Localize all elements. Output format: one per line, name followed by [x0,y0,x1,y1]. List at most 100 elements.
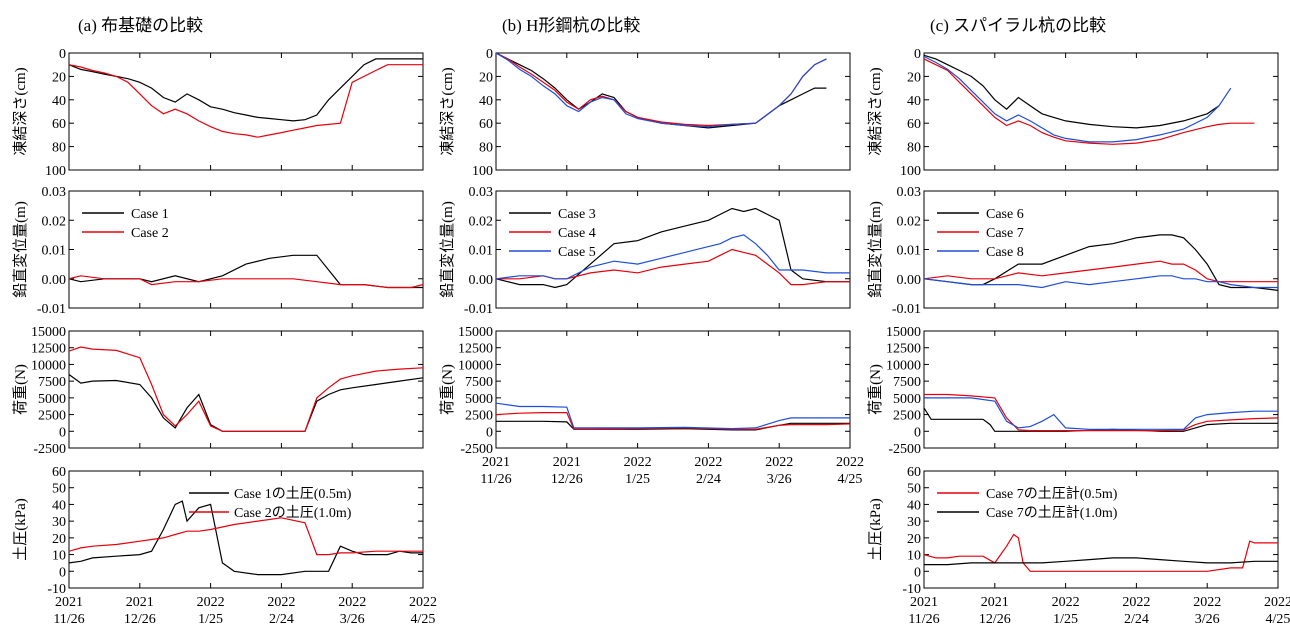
y-tick-label: 0 [914,425,921,440]
y-tick-label: 10 [52,549,66,564]
plot-frame [68,52,424,171]
y-tick-label: 0.02 [469,214,494,229]
y-tick-label: 7500 [893,375,921,390]
series-line [69,275,423,289]
y-tick-label: 30 [52,515,66,530]
series-line [69,346,423,432]
chart-panel: 0 20 40 60 80 100 凍結深さ(cm) [867,47,1279,179]
y-tick-label: 0 [59,47,66,62]
legend-label: Case 7 [986,226,1024,241]
y-tick-label: 0 [486,425,493,440]
series-line [69,374,423,432]
legend-label: Case 1の土圧(0.5m) [234,486,352,502]
plot-frame [68,330,424,449]
y-tick-label: 40 [52,498,66,513]
y-tick-label: 0.03 [897,185,922,200]
y-tick-label: 5000 [38,392,66,407]
y-tick-label: 60 [907,117,921,132]
series-line [69,517,423,556]
y-tick-label: 7500 [38,375,66,390]
y-axis-label: 鉛直変位量(m) [867,201,884,298]
x-tick-date: 11/26 [908,612,939,625]
y-tick-label: 10000 [458,358,493,373]
legend-label: Case 3 [558,207,596,222]
series-line [924,275,1278,289]
x-tick-year: 2022 [694,455,722,470]
series-line [496,53,827,128]
chart-panel: -0.01 0.00 0.01 0.02 0.03 鉛直変位量(m) Case 6 Case … [867,185,1279,317]
series-line [924,407,1278,432]
y-tick-label: 0.01 [897,244,922,259]
y-tick-label: 40 [907,94,921,109]
y-tick-label: 15000 [886,325,921,340]
y-tick-label: -0.01 [892,302,921,317]
y-tick-label: 7500 [465,375,493,390]
y-axis-label: 荷重(N) [12,364,29,415]
y-tick-label: 80 [907,141,921,156]
y-tick-label: 20 [907,70,921,85]
series-line [924,58,1255,145]
y-axis-label: 鉛直変位量(m) [12,201,29,298]
x-tick-year: 2022 [765,455,793,470]
y-tick-label: 60 [907,465,921,480]
y-tick-label: 0 [59,425,66,440]
legend-label: Case 6 [986,207,1024,222]
column-title-a: (a) 布基礎の比較 [78,16,203,35]
y-tick-label: 0.02 [897,214,922,229]
y-tick-label: 100 [45,164,66,179]
x-tick-date: 2/24 [696,472,721,487]
x-tick-date: 4/25 [1266,612,1290,625]
y-tick-label: 5000 [893,392,921,407]
legend-label: Case 2 [131,226,169,241]
x-tick-date: 1/25 [625,472,650,487]
y-tick-label: 0.00 [897,273,922,288]
series-line [69,500,423,576]
plot-frame [923,52,1279,171]
y-tick-label: 50 [52,482,66,497]
x-tick-date: 3/26 [340,612,365,625]
x-tick-date: 1/25 [1053,612,1078,625]
y-tick-label: -2500 [460,442,493,457]
y-tick-label: 40 [479,94,493,109]
x-tick-date: 12/26 [551,472,583,487]
series-line [496,53,827,127]
x-tick-year: 2022 [338,595,366,610]
plot-frame [495,52,851,171]
y-axis-label: 凍結深さ(cm) [12,67,29,155]
plot-frame [923,470,1279,589]
series-line [496,420,850,431]
legend-label: Case 8 [986,245,1024,260]
series-line [69,64,423,138]
x-tick-date: 3/26 [767,472,792,487]
x-tick-year: 2022 [1264,595,1290,610]
x-tick-date: 4/25 [838,472,863,487]
series-line [924,54,1220,129]
series-line [924,260,1278,283]
y-tick-label: -0.01 [464,302,493,317]
chart-panel: -0.01 0.00 0.01 0.02 0.03 鉛直変位量(m) Case 1 Case … [12,185,424,317]
y-tick-label: -0.01 [37,302,66,317]
x-tick-year: 2021 [126,595,154,610]
plot-frame [495,190,851,309]
x-tick-year: 2022 [1193,595,1221,610]
y-tick-label: 50 [907,482,921,497]
x-tick-date: 2/24 [269,612,294,625]
x-tick-year: 2022 [197,595,225,610]
chart-panel: 0 20 40 60 80 100 凍結深さ(cm) [12,47,424,179]
legend-label: Case 2の土圧(1.0m) [234,505,352,521]
legend-label: Case 7の土圧計(0.5m) [986,486,1118,502]
y-tick-label: 60 [479,117,493,132]
y-tick-label: 30 [907,515,921,530]
plot-frame [495,330,851,449]
y-axis-label: 荷重(N) [439,364,456,415]
y-axis-label: 土圧(kPa) [867,498,884,561]
series-line [924,55,1232,143]
plot-frame [923,190,1279,309]
x-tick-year: 2021 [482,455,510,470]
column-title-c: (c) スパイラル杭の比較 [930,16,1106,35]
x-tick-year: 2022 [267,595,295,610]
y-tick-label: 15000 [458,325,493,340]
